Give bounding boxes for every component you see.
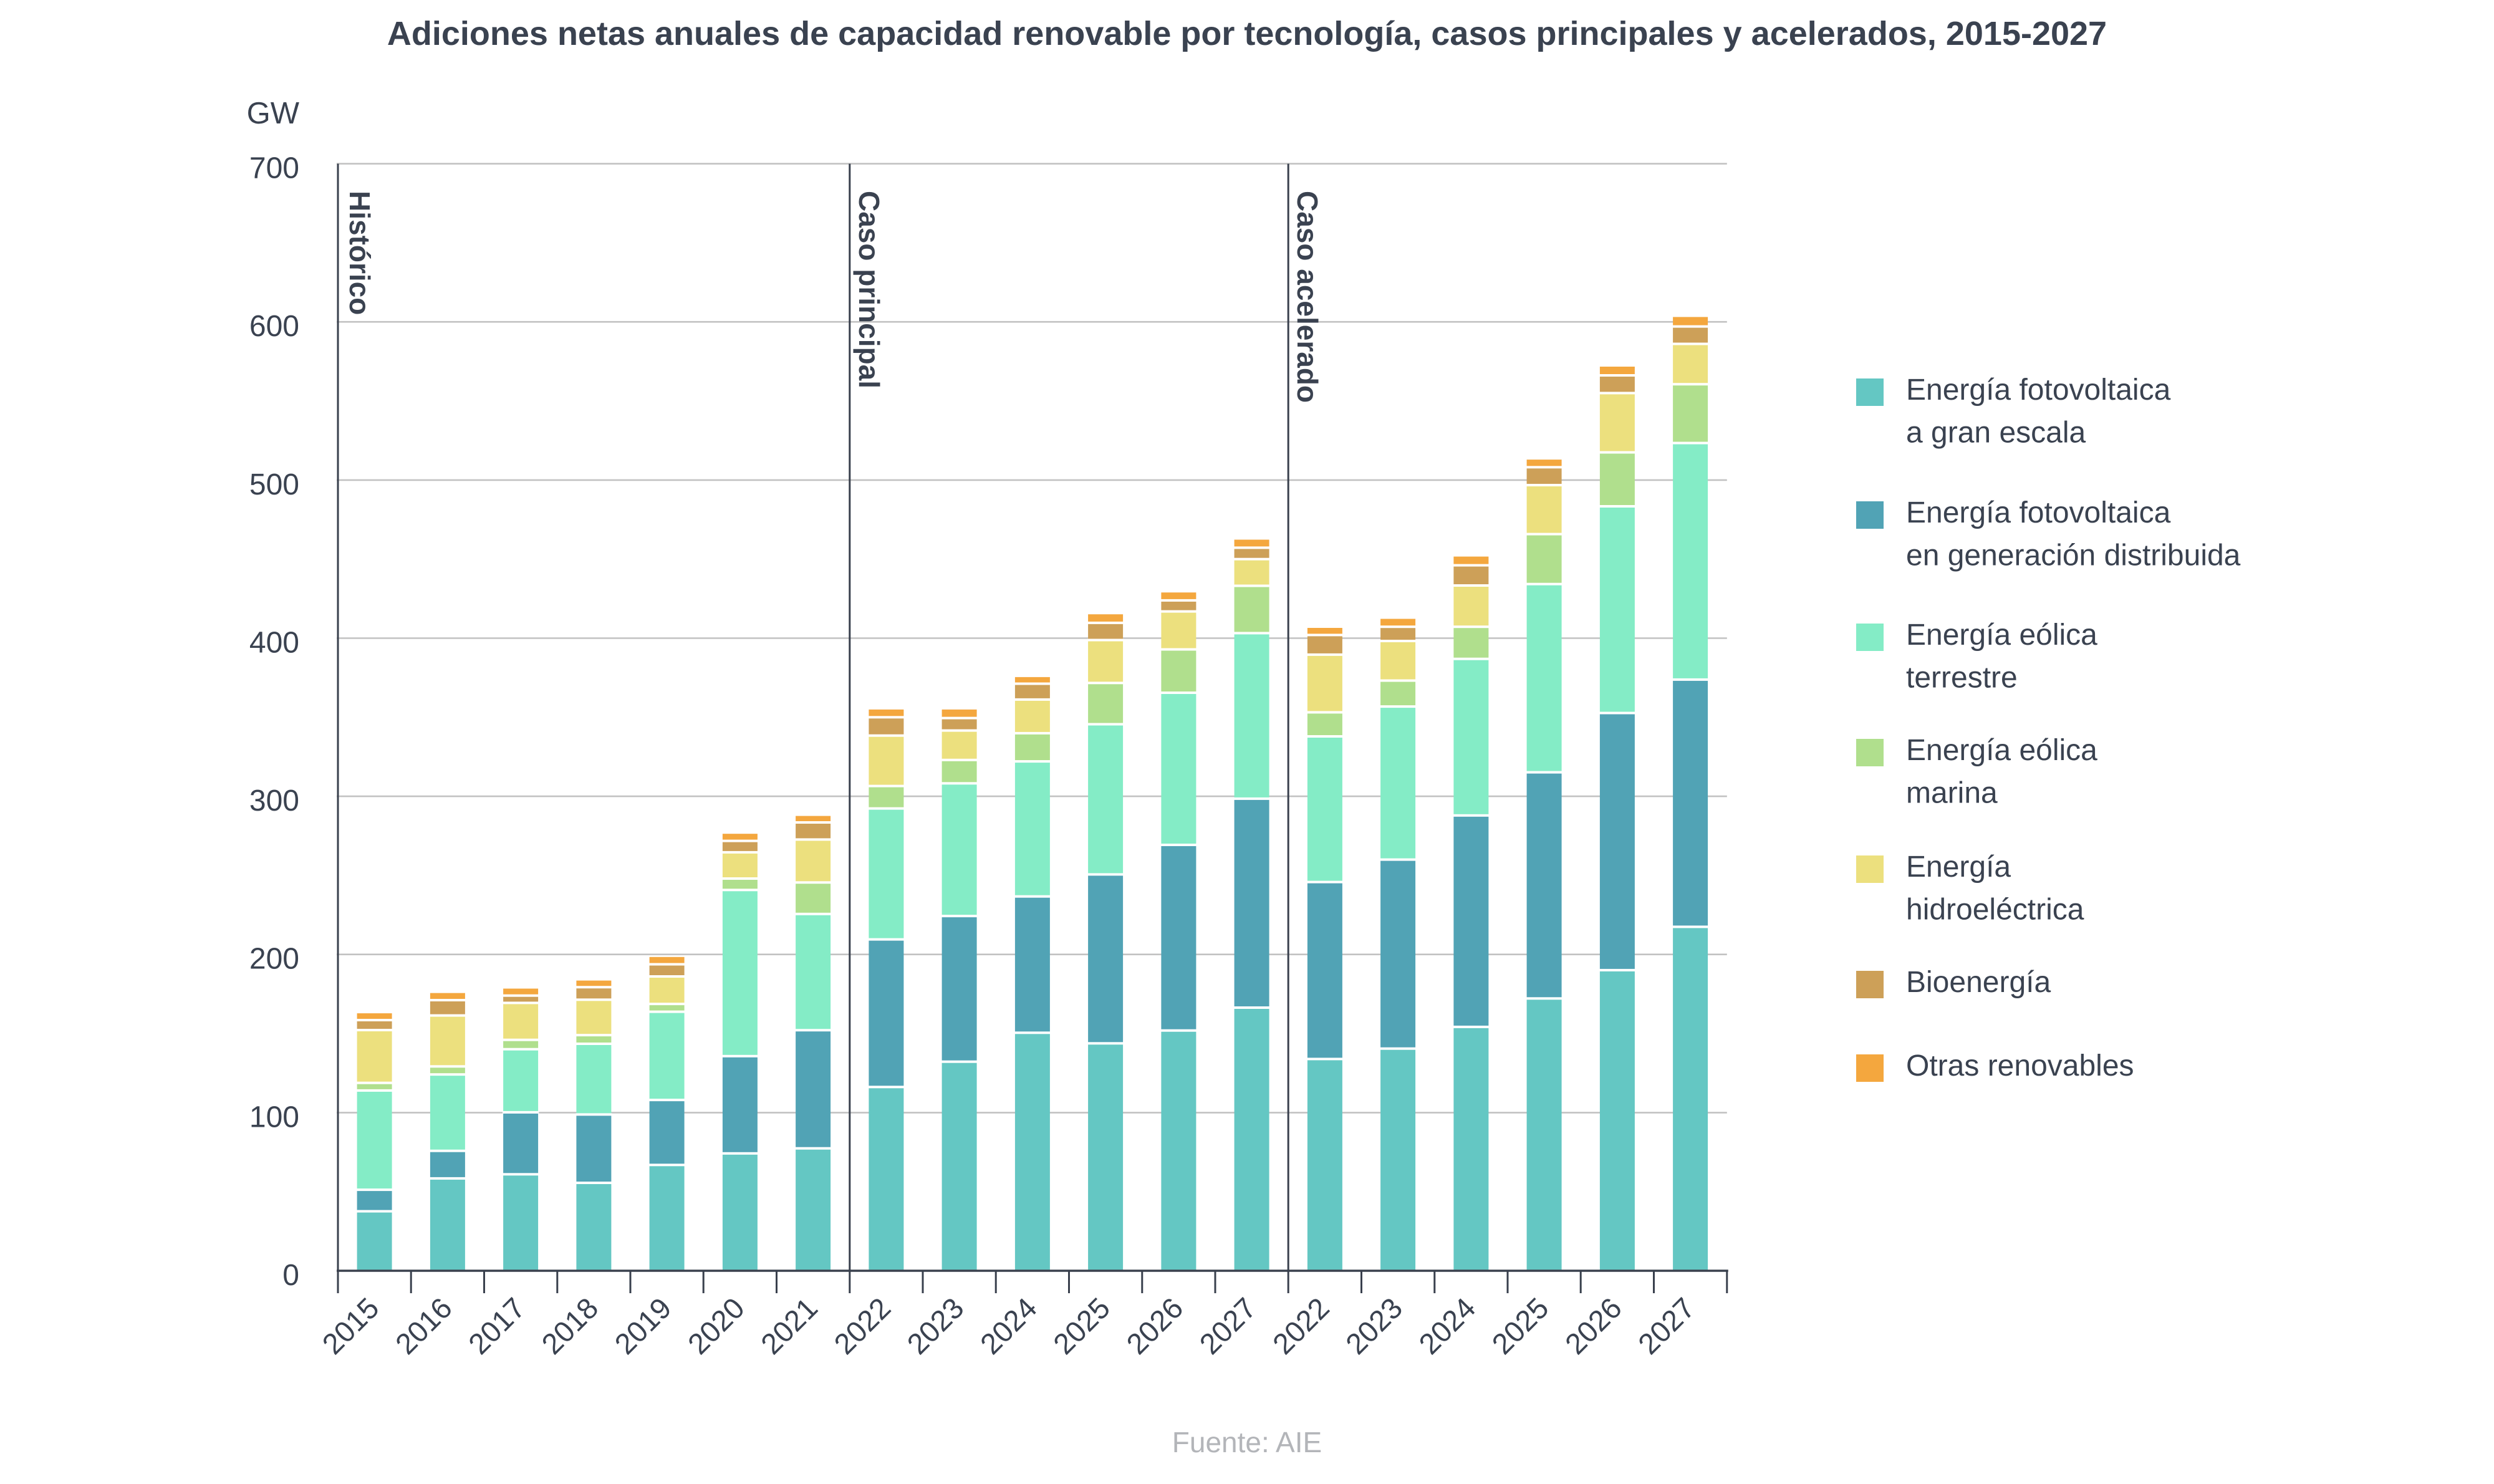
svg-text:Energía: Energía xyxy=(1906,850,2011,884)
svg-text:marina: marina xyxy=(1906,777,1998,810)
svg-text:0: 0 xyxy=(282,1259,299,1292)
svg-text:Bioenergía: Bioenergía xyxy=(1906,966,2051,999)
svg-text:hidroeléctrica: hidroeléctrica xyxy=(1906,894,2084,927)
svg-text:Energía eólica: Energía eólica xyxy=(1906,619,2097,652)
svg-text:100: 100 xyxy=(249,1101,299,1134)
svg-text:300: 300 xyxy=(249,784,299,817)
svg-text:500: 500 xyxy=(249,468,299,501)
svg-text:200: 200 xyxy=(249,943,299,976)
svg-text:Adiciones netas anuales de cap: Adiciones netas anuales de capacidad ren… xyxy=(387,15,2107,52)
svg-text:700: 700 xyxy=(249,152,299,185)
svg-text:Energía eólica: Energía eólica xyxy=(1906,734,2097,767)
svg-text:Otras renovables: Otras renovables xyxy=(1906,1049,2134,1082)
svg-text:Energía fotovoltaica: Energía fotovoltaica xyxy=(1906,496,2171,529)
svg-text:Caso principal: Caso principal xyxy=(853,191,885,388)
svg-text:GW: GW xyxy=(247,97,300,130)
svg-text:600: 600 xyxy=(249,310,299,343)
svg-text:Caso acelerado: Caso acelerado xyxy=(1291,191,1324,403)
svg-text:terrestre: terrestre xyxy=(1906,662,2018,695)
svg-text:en generación distribuida: en generación distribuida xyxy=(1906,539,2241,572)
svg-text:400: 400 xyxy=(249,627,299,660)
svg-text:Histórico: Histórico xyxy=(344,191,376,315)
svg-text:a gran escala: a gran escala xyxy=(1906,417,2086,450)
svg-text:Energía fotovoltaica: Energía fotovoltaica xyxy=(1906,373,2171,407)
svg-text:Fuente: AIE: Fuente: AIE xyxy=(1172,1426,1322,1458)
